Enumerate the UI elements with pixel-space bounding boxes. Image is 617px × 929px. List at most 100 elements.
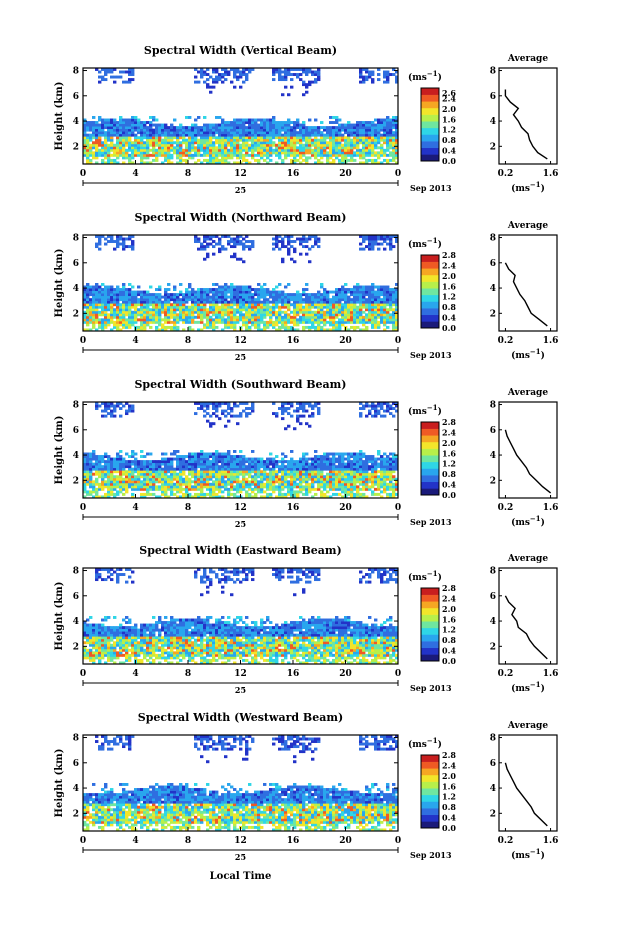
heatmap-cell — [158, 477, 162, 481]
heatmap-cell — [377, 288, 381, 291]
heatmap-cell — [284, 305, 288, 309]
heatmap-cell — [185, 305, 189, 309]
heatmap-cell — [296, 73, 300, 76]
heatmap-cell — [302, 462, 306, 466]
heatmap-cell — [335, 143, 339, 147]
heatmap-cell — [278, 128, 282, 132]
heatmap-cell — [356, 141, 360, 145]
heatmap-cell — [170, 477, 174, 481]
heatmap-cell — [104, 148, 108, 152]
heatmap-cell — [245, 295, 249, 299]
heatmap-cell — [317, 303, 321, 307]
heatmap-cell — [281, 417, 285, 421]
heatmap-cell — [182, 467, 186, 471]
heatmap-cell — [251, 404, 255, 408]
heatmap-cell — [275, 485, 279, 489]
heatmap-cell — [104, 467, 108, 471]
heatmap-cell — [287, 68, 291, 71]
heatmap-cell — [107, 485, 111, 489]
heatmap-cell — [119, 143, 123, 147]
heatmap-cell — [284, 293, 288, 297]
heatmap-cell — [221, 293, 225, 297]
heatmap-cell — [311, 465, 315, 469]
heatmap-cell — [344, 283, 348, 286]
heatmap-cell — [317, 153, 321, 157]
heatmap-cell — [218, 240, 222, 243]
heatmap-cell — [242, 80, 246, 84]
heatmap-cell — [353, 328, 357, 332]
heatmap-cell — [131, 492, 135, 496]
heatmap-cell — [209, 402, 213, 405]
heatmap-cell — [353, 151, 357, 155]
heatmap-cell — [116, 467, 120, 471]
heatmap-cell — [221, 482, 225, 486]
heatmap-cell — [362, 80, 366, 84]
heatmap-cell — [302, 121, 306, 124]
heatmap-cell — [182, 470, 186, 474]
x-tick-label: 20 — [339, 169, 352, 179]
heatmap-cell — [260, 148, 264, 152]
heatmap-cell — [110, 303, 114, 307]
heatmap-cell — [209, 490, 213, 494]
heatmap-cell — [248, 68, 252, 71]
heatmap-cell — [362, 68, 366, 71]
heatmap-cell — [314, 161, 318, 165]
heatmap-cell — [281, 470, 285, 474]
heatmap-cell — [110, 141, 114, 145]
heatmap-cell — [176, 295, 180, 299]
heatmap-cell — [236, 75, 240, 79]
heatmap-cell — [185, 158, 189, 162]
heatmap-cell — [170, 295, 174, 299]
heatmap-cell — [383, 298, 387, 302]
heatmap-cell — [101, 414, 105, 418]
heatmap-cell — [140, 161, 144, 165]
heatmap-cell — [197, 495, 201, 499]
heatmap-cell — [386, 123, 390, 127]
heatmap-cell — [98, 70, 102, 74]
heatmap-cell — [119, 414, 123, 418]
heatmap-cell — [356, 313, 360, 317]
heatmap-cell — [221, 133, 225, 137]
heatmap-cell — [200, 245, 204, 249]
heatmap-cell — [176, 472, 180, 476]
heatmap-cell — [209, 485, 213, 489]
heatmap-cell — [248, 161, 252, 165]
heatmap-cell — [164, 328, 168, 332]
heatmap-cell — [239, 300, 243, 304]
heatmap-cell — [161, 462, 165, 466]
heatmap-cell — [263, 308, 267, 312]
heatmap-cell — [116, 242, 120, 246]
colorbar-tick-label: 0.4 — [442, 146, 456, 156]
heatmap-cell — [122, 310, 126, 314]
heatmap-cell — [110, 409, 114, 413]
heatmap-cell — [245, 245, 249, 249]
heatmap-cell — [248, 148, 252, 152]
heatmap-cell — [251, 490, 255, 494]
heatmap-cell — [344, 148, 348, 152]
heatmap-cell — [305, 133, 309, 137]
heatmap-cell — [350, 138, 354, 142]
heatmap-cell — [263, 143, 267, 147]
heatmap-cell — [311, 126, 315, 130]
heatmap-cell — [368, 141, 372, 145]
heatmap-cell — [137, 472, 141, 476]
heatmap-cell — [170, 146, 174, 150]
heatmap-cell — [296, 151, 300, 155]
heatmap-cell — [368, 245, 372, 249]
heatmap-cell — [209, 141, 213, 145]
heatmap-cell — [221, 457, 225, 461]
heatmap-cell — [332, 310, 336, 314]
heatmap-cell — [362, 141, 366, 145]
heatmap-cell — [101, 161, 105, 165]
heatmap-cell — [395, 240, 399, 243]
beam-panel: Spectral Width (Southward Beam)2468Heigh… — [54, 378, 558, 529]
heatmap-cell — [152, 143, 156, 147]
heatmap-cell — [122, 141, 126, 145]
heatmap-cell — [143, 460, 147, 464]
heatmap-cell — [260, 136, 264, 140]
heatmap-cell — [167, 320, 171, 324]
heatmap-cell — [224, 308, 228, 312]
heatmap-cell — [317, 313, 321, 317]
heatmap-cell — [158, 298, 162, 302]
heatmap-cell — [125, 313, 129, 317]
